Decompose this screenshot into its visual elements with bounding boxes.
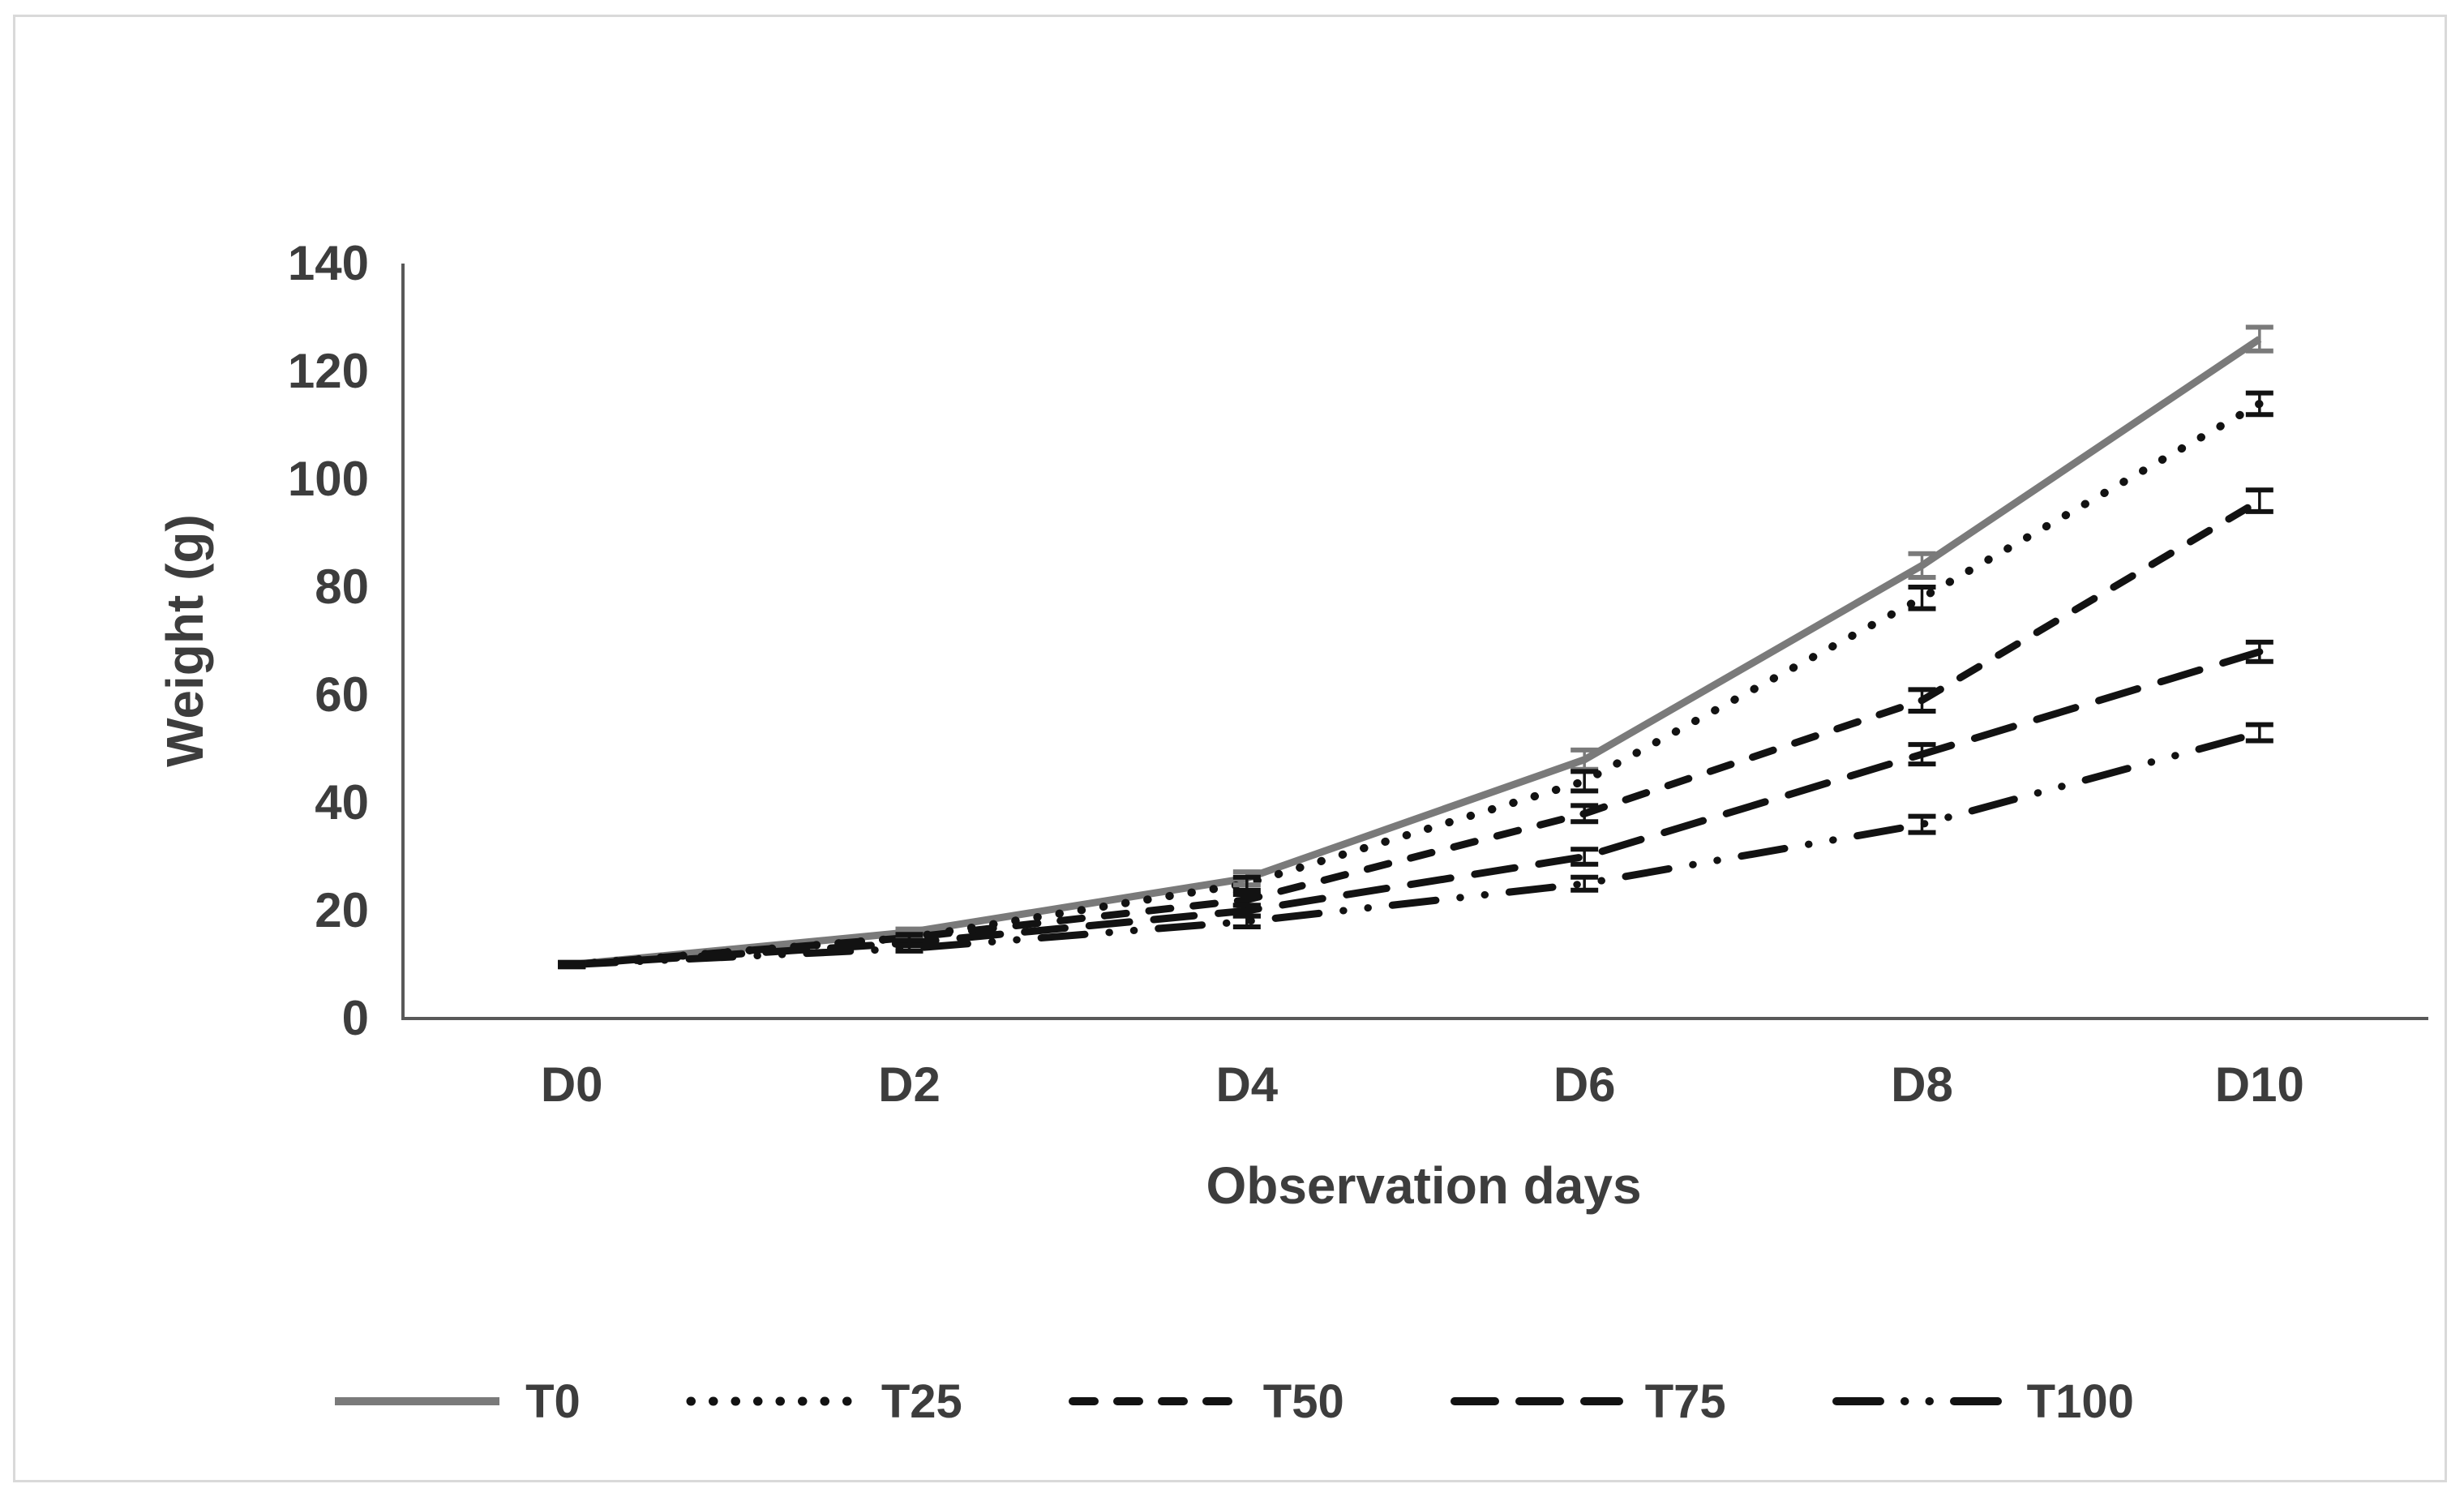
x-tick-label: D2 (878, 1057, 941, 1112)
legend-label: T25 (881, 1374, 962, 1428)
series-line-T50 (568, 497, 2264, 968)
legend-item-T100: T100 (1832, 1374, 2134, 1429)
y-tick-label: 140 (288, 236, 369, 290)
legend-label: T75 (1644, 1374, 1726, 1428)
y-tick-label: 100 (288, 452, 369, 506)
y-tick-label: 80 (315, 560, 369, 614)
x-axis-title: Observation days (1206, 1156, 1642, 1215)
legend-sample-T100 (1832, 1397, 2005, 1405)
legend-label: T100 (2026, 1374, 2134, 1428)
y-tick-label: 20 (315, 883, 369, 937)
legend-sample-T75 (1450, 1397, 1623, 1405)
error-bars-T75 (558, 639, 2273, 970)
series-line-T0 (571, 336, 2262, 968)
legend-sample-T25 (686, 1396, 860, 1406)
x-tick-label: D10 (2215, 1057, 2304, 1112)
x-tick-label: D8 (1891, 1057, 1953, 1112)
y-tick-label: 0 (342, 991, 369, 1045)
axes (401, 264, 2428, 1020)
legend-label: T0 (525, 1374, 581, 1428)
legend-item-T0: T0 (330, 1374, 581, 1429)
legend-sample-T50 (1068, 1397, 1241, 1405)
figure-border (13, 15, 2447, 1482)
y-axis-title: Weight (g) (156, 514, 214, 767)
error-bars-T100 (558, 722, 2273, 969)
y-tick-label: 40 (315, 775, 369, 830)
legend-item-T50: T50 (1068, 1374, 1344, 1429)
y-tick-label: 60 (315, 667, 369, 722)
series-line-T100 (568, 729, 2264, 968)
legend-sample-T0 (335, 1397, 500, 1405)
x-tick-label: D6 (1553, 1057, 1616, 1112)
series-line-T75 (568, 648, 2264, 968)
legend-item-T75: T75 (1450, 1374, 1726, 1429)
x-tick-label: D0 (541, 1057, 603, 1112)
y-tick-label: 120 (288, 344, 369, 398)
legend-label: T50 (1262, 1374, 1344, 1428)
x-tick-label: D4 (1215, 1057, 1278, 1112)
legend: T0 T25 T50 T75 T100 (0, 1361, 2464, 1442)
legend-item-T25: T25 (686, 1374, 962, 1429)
